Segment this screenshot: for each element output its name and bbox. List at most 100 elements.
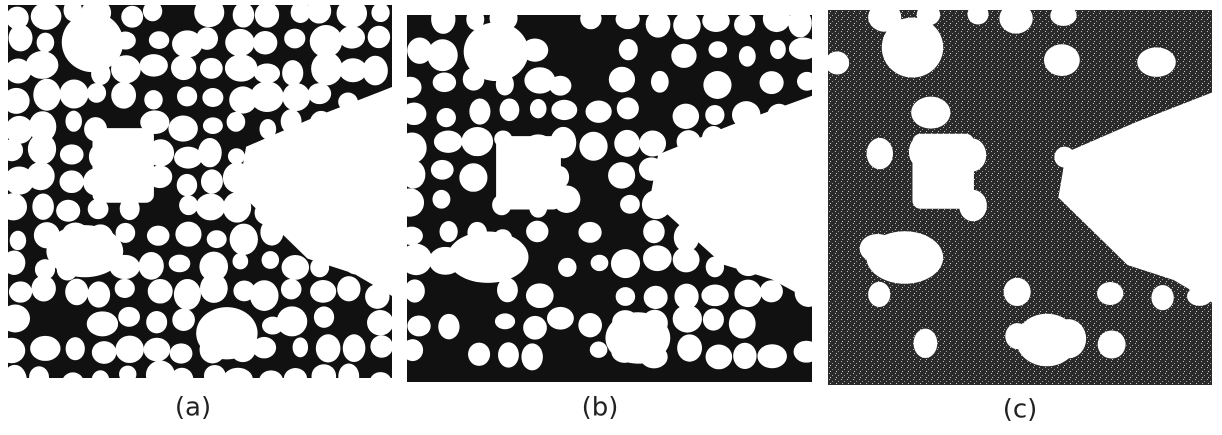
grain bbox=[0, 305, 30, 333]
grain bbox=[911, 97, 950, 129]
grain bbox=[677, 334, 702, 361]
grain bbox=[65, 111, 81, 132]
grain bbox=[673, 247, 700, 272]
grain bbox=[337, 276, 360, 301]
grain bbox=[1137, 47, 1176, 77]
grain bbox=[203, 117, 223, 134]
grain bbox=[146, 360, 175, 389]
grain bbox=[644, 286, 668, 309]
grain bbox=[33, 79, 60, 111]
grain bbox=[643, 220, 665, 243]
grain bbox=[204, 365, 226, 386]
grain bbox=[708, 41, 727, 58]
grain bbox=[523, 316, 547, 340]
grain bbox=[314, 306, 334, 327]
grain bbox=[232, 253, 248, 269]
grain bbox=[868, 282, 890, 307]
grain bbox=[337, 0, 368, 28]
grain bbox=[60, 144, 84, 164]
page: (a) (b) (c) (() => { const data = JSON.p… bbox=[0, 0, 1222, 435]
grain bbox=[259, 370, 283, 391]
grain bbox=[0, 193, 27, 220]
grain bbox=[250, 280, 279, 311]
grain bbox=[46, 225, 123, 277]
grain bbox=[370, 372, 391, 390]
grain bbox=[168, 116, 197, 142]
grain bbox=[614, 130, 640, 157]
grain bbox=[121, 6, 143, 28]
grain bbox=[770, 40, 786, 59]
grain bbox=[400, 244, 432, 275]
grain bbox=[66, 337, 85, 360]
grain bbox=[311, 52, 342, 85]
grain bbox=[590, 342, 608, 358]
grain bbox=[739, 46, 756, 67]
grain bbox=[26, 162, 54, 190]
grain bbox=[734, 280, 761, 308]
grain bbox=[616, 9, 640, 29]
grain bbox=[140, 54, 168, 77]
grain bbox=[999, 3, 1032, 34]
grain bbox=[368, 26, 391, 48]
grain bbox=[177, 174, 197, 196]
grain bbox=[579, 132, 607, 161]
grain bbox=[175, 222, 201, 247]
grain bbox=[440, 221, 458, 242]
grain bbox=[31, 3, 62, 30]
grain bbox=[32, 194, 54, 220]
grain bbox=[496, 136, 561, 209]
grain bbox=[643, 245, 672, 271]
grain bbox=[144, 338, 171, 362]
grain bbox=[617, 97, 639, 119]
grain bbox=[608, 162, 635, 189]
grain bbox=[448, 232, 529, 283]
grain bbox=[578, 222, 601, 243]
grain bbox=[179, 195, 198, 215]
grain bbox=[367, 310, 393, 335]
grain bbox=[1098, 330, 1126, 358]
grain bbox=[10, 231, 26, 250]
panel-label: (a) bbox=[175, 393, 211, 423]
grain bbox=[281, 279, 302, 300]
grain bbox=[967, 4, 988, 25]
grain bbox=[469, 98, 490, 124]
grain bbox=[146, 311, 167, 333]
grain bbox=[1097, 282, 1123, 305]
grain bbox=[434, 130, 463, 152]
grain bbox=[87, 281, 110, 307]
grain bbox=[402, 102, 427, 125]
grain bbox=[92, 370, 110, 391]
grain bbox=[431, 4, 455, 34]
grain bbox=[1044, 44, 1080, 76]
grain bbox=[578, 313, 602, 337]
grain bbox=[174, 279, 201, 310]
grain bbox=[703, 308, 724, 330]
grain bbox=[651, 71, 669, 93]
grain bbox=[729, 309, 756, 338]
grain bbox=[92, 128, 153, 203]
grain bbox=[673, 104, 700, 129]
grain bbox=[227, 112, 246, 132]
grain bbox=[763, 5, 790, 32]
grain bbox=[172, 309, 195, 331]
grain bbox=[144, 90, 162, 109]
grain bbox=[338, 364, 359, 390]
grain bbox=[230, 224, 258, 255]
grain bbox=[407, 315, 430, 336]
grain bbox=[277, 306, 308, 336]
grain bbox=[312, 364, 337, 388]
grain bbox=[200, 58, 223, 79]
grain bbox=[591, 255, 609, 271]
grain bbox=[316, 334, 341, 362]
grain bbox=[526, 283, 554, 308]
grain bbox=[427, 39, 457, 71]
grain bbox=[498, 342, 519, 367]
grain bbox=[255, 2, 279, 27]
grain bbox=[198, 138, 222, 167]
grain bbox=[170, 343, 193, 363]
grain bbox=[196, 27, 218, 50]
grain bbox=[0, 139, 23, 161]
grain bbox=[396, 188, 424, 216]
grain bbox=[609, 67, 635, 93]
grain bbox=[371, 3, 389, 22]
